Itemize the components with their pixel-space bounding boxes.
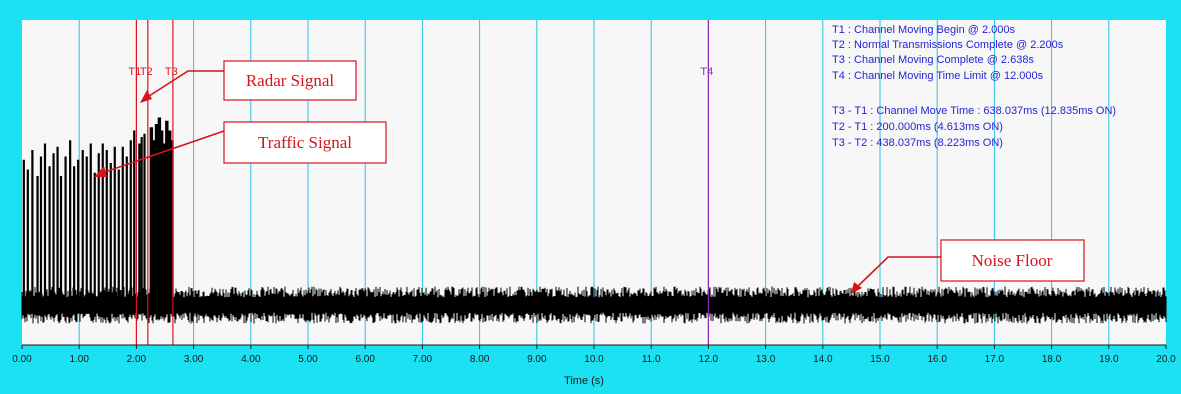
traffic-pulse xyxy=(52,153,55,314)
radar-pulse xyxy=(152,140,156,314)
traffic-pulse xyxy=(56,146,59,314)
arrowhead-icon xyxy=(94,166,107,177)
x-tick-label: 19.0 xyxy=(1099,354,1119,365)
info-line-move-time: T3 - T1 : Channel Move Time : 638.037ms … xyxy=(832,105,1116,117)
info-line-t2-t1: T2 - T1 : 200.000ms (4.613ms ON) xyxy=(832,121,1003,133)
callout-leader xyxy=(855,256,941,289)
traffic-pulse xyxy=(89,143,92,314)
callout-box xyxy=(940,239,1085,282)
info-line-t3-t2: T3 - T2 : 438.037ms (8.223ms ON) xyxy=(832,137,1003,149)
radar-pulse xyxy=(167,130,172,314)
callout-radar-signal: Radar Signal xyxy=(140,60,357,103)
x-tick-label: 15.0 xyxy=(870,354,890,365)
x-tick-label: 7.00 xyxy=(413,354,433,365)
x-tick-label: 12.0 xyxy=(699,354,719,365)
info-line-t3: T3 : Channel Moving Complete @ 2.638s xyxy=(832,54,1034,66)
radar-pulse xyxy=(157,117,162,314)
traffic-pulse xyxy=(97,153,100,314)
marker-label-t3: T3 xyxy=(165,66,178,78)
traffic-pulse xyxy=(59,176,63,314)
signal-pulses xyxy=(22,117,174,314)
info-panel: T1 : Channel Moving Begin @ 2.000s T2 : … xyxy=(832,24,1116,149)
x-tick-label: 10.0 xyxy=(584,354,604,365)
traffic-pulse xyxy=(69,140,72,314)
callout-noise-floor: Noise Floor xyxy=(851,239,1085,294)
x-tick-label: 9.00 xyxy=(527,354,547,365)
radar-pulse xyxy=(154,124,159,314)
traffic-pulse xyxy=(48,166,51,314)
radar-pulse xyxy=(162,143,167,314)
x-tick-label: 18.0 xyxy=(1042,354,1062,365)
callout-label: Traffic Signal xyxy=(258,133,352,152)
arrowhead-icon xyxy=(851,282,862,294)
traffic-pulse xyxy=(105,150,108,314)
traffic-pulse xyxy=(22,159,25,314)
traffic-pulse xyxy=(77,159,80,314)
traffic-pulse xyxy=(73,166,76,314)
traffic-pulse xyxy=(101,143,104,314)
arrowhead-icon xyxy=(140,90,152,103)
info-line-t2: T2 : Normal Transmissions Complete @ 2.2… xyxy=(832,39,1064,51)
radar-pulse xyxy=(165,120,169,314)
traffic-pulse xyxy=(81,150,84,314)
callout-label: Radar Signal xyxy=(246,71,335,90)
callout-leader xyxy=(101,130,225,174)
marker-label-t4: T4 xyxy=(700,66,713,78)
traffic-pulse xyxy=(140,137,143,314)
x-tick-label: 5.00 xyxy=(298,354,318,365)
traffic-pulse xyxy=(93,172,96,314)
marker-label-t2: T2 xyxy=(140,66,153,78)
radar-pulse xyxy=(170,140,174,314)
info-line-t1: T1 : Channel Moving Begin @ 2.000s xyxy=(832,24,1015,36)
x-tick-label: 0.00 xyxy=(12,354,32,365)
x-tick-label: 11.0 xyxy=(642,354,661,365)
info-line-t4: T4 : Channel Moving Time Limit @ 12.000s xyxy=(832,70,1044,82)
traffic-pulse xyxy=(31,150,34,314)
callout-leader xyxy=(145,70,224,99)
x-tick-label: 6.00 xyxy=(355,354,375,365)
x-tick-label: 20.0 xyxy=(1156,354,1176,365)
x-tick-label: 13.0 xyxy=(756,354,776,365)
traffic-pulse xyxy=(117,169,120,314)
traffic-pulse xyxy=(113,146,116,314)
traffic-pulse xyxy=(125,156,128,314)
x-axis-label: Time (s) xyxy=(564,375,604,387)
traffic-pulse xyxy=(26,169,29,314)
traffic-pulse xyxy=(64,156,67,314)
x-tick-label: 4.00 xyxy=(241,354,261,365)
radar-pulse xyxy=(149,127,154,314)
callout-box xyxy=(223,60,357,101)
traffic-pulse xyxy=(36,176,39,314)
x-tick-label: 3.00 xyxy=(184,354,204,365)
callout-traffic-signal: Traffic Signal xyxy=(94,121,387,177)
traffic-pulse xyxy=(43,143,47,314)
traffic-pulse xyxy=(85,156,88,314)
traffic-pulse xyxy=(129,140,132,314)
x-tick-label: 17.0 xyxy=(985,354,1005,365)
marker-label-t1: T1 xyxy=(128,66,141,78)
x-tick-label: 16.0 xyxy=(927,354,947,365)
traffic-pulse xyxy=(133,130,136,314)
callout-box xyxy=(223,121,387,164)
x-tick-label: 8.00 xyxy=(470,354,490,365)
noise-floor-core xyxy=(22,301,1166,311)
traffic-pulse xyxy=(121,146,124,314)
x-tick-label: 2.00 xyxy=(127,354,147,365)
callout-label: Noise Floor xyxy=(972,251,1053,270)
grid-lines xyxy=(78,20,1110,345)
noise-floor-band xyxy=(21,286,1167,324)
traffic-pulse xyxy=(138,143,141,314)
x-tick-label: 14.0 xyxy=(813,354,833,365)
x-axis-ticks: 0.00 1.00 2.00 3.00 4.00 5.00 6.00 7.00 8.00 9.00… xyxy=(12,345,1176,365)
radar-pulse xyxy=(159,130,164,314)
traffic-pulse xyxy=(109,163,112,314)
x-tick-label: 1.00 xyxy=(69,354,89,365)
traffic-pulse xyxy=(143,133,146,314)
traffic-pulse xyxy=(39,156,43,314)
